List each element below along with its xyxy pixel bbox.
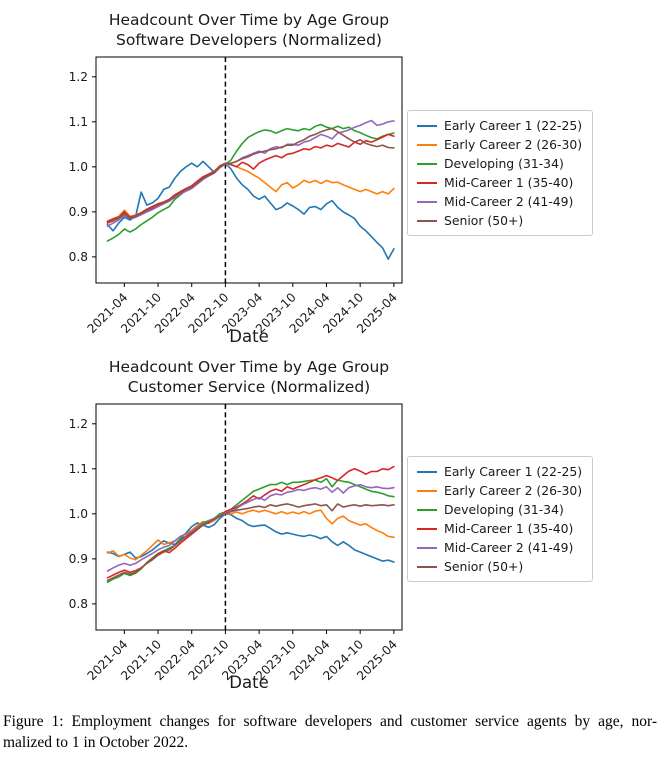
y-tick-label: 0.9 — [69, 205, 88, 219]
y-tick-label: 1.1 — [69, 462, 88, 476]
y-tick-label: 1.2 — [69, 70, 88, 84]
series-line-early-career-1-22-25 — [106, 160, 395, 260]
series-line-early-career-2-26-30 — [106, 509, 395, 561]
series-line-early-career-1-22-25 — [106, 513, 395, 563]
x-axis-label: Date — [229, 327, 269, 346]
title-line-1: Headcount Over Time by Age Group — [108, 11, 390, 29]
y-tick-label: 1.0 — [69, 507, 88, 521]
plot-border — [95, 403, 403, 631]
legend-label: Mid-Career 1 (35-40) — [444, 521, 574, 536]
legend-label: Senior (50+) — [444, 559, 524, 574]
legend-line-swatch-icon — [417, 219, 437, 222]
legend-item: Developing (31-34) — [417, 154, 582, 173]
title-line-2: Customer Service (Normalized) — [127, 378, 371, 396]
legend-label: Early Career 2 (26-30) — [444, 483, 583, 498]
legend-label: Senior (50+) — [444, 213, 524, 228]
series-line-senior-50 — [106, 127, 395, 224]
legend-item: Early Career 2 (26-30) — [417, 135, 582, 154]
legend-customer-service: Early Career 1 (22-25) Early Career 2 (26… — [407, 456, 594, 582]
legend-label: Early Career 2 (26-30) — [444, 137, 583, 152]
legend-item: Mid-Career 2 (41-49) — [417, 192, 582, 211]
legend-line-swatch-icon — [417, 162, 437, 165]
legend-line-swatch-icon — [417, 546, 437, 549]
legend-item: Senior (50+) — [417, 557, 582, 576]
y-tick-label: 1.2 — [69, 417, 88, 431]
legend-line-swatch-icon — [417, 508, 437, 511]
series-line-mid-career-2-41-49 — [106, 119, 395, 228]
plot-border — [95, 56, 403, 284]
legend-label: Mid-Career 2 (41-49) — [444, 540, 574, 555]
chart-title-software-developers: Headcount Over Time by Age Group Softwar… — [96, 10, 402, 50]
legend-label: Mid-Career 1 (35-40) — [444, 175, 574, 190]
figure-caption: Figure 1: Employment changes for softwar… — [3, 711, 657, 753]
y-tick-label: 0.9 — [69, 552, 88, 566]
chart-customer-service: 0.80.91.01.11.22021-042021-102022-042022… — [69, 403, 403, 683]
y-tick-label: 1.0 — [69, 160, 88, 174]
legend-item: Mid-Career 1 (35-40) — [417, 173, 582, 192]
legend-item: Developing (31-34) — [417, 500, 582, 519]
caption-line-2: malized to 1 in October 2022. — [3, 734, 189, 751]
y-tick-label: 0.8 — [69, 250, 88, 264]
legend-item: Mid-Career 2 (41-49) — [417, 538, 582, 557]
series-line-developing-31-34 — [106, 477, 395, 584]
series-line-senior-50 — [106, 503, 395, 582]
legend-label: Mid-Career 2 (41-49) — [444, 194, 574, 209]
y-tick-label: 0.8 — [69, 597, 88, 611]
legend-line-swatch-icon — [417, 470, 437, 473]
legend-label: Developing (31-34) — [444, 156, 564, 171]
series-line-mid-career-1-35-40 — [106, 133, 395, 223]
legend-line-swatch-icon — [417, 143, 437, 146]
legend-line-swatch-icon — [417, 200, 437, 203]
legend-item: Mid-Career 1 (35-40) — [417, 519, 582, 538]
x-axis-label: Date — [229, 673, 269, 692]
legend-item: Early Career 1 (22-25) — [417, 462, 582, 481]
legend-line-swatch-icon — [417, 565, 437, 568]
chart-title-customer-service: Headcount Over Time by Age Group Custome… — [96, 357, 402, 397]
legend-line-swatch-icon — [417, 527, 437, 530]
legend-line-swatch-icon — [417, 181, 437, 184]
legend-label: Early Career 1 (22-25) — [444, 464, 583, 479]
title-line-2: Software Developers (Normalized) — [116, 31, 382, 49]
series-line-developing-31-34 — [106, 123, 395, 242]
legend-item: Senior (50+) — [417, 211, 582, 230]
legend-label: Developing (31-34) — [444, 502, 564, 517]
legend-item: Early Career 1 (22-25) — [417, 116, 582, 135]
caption-line-1: Figure 1: Employment changes for softwar… — [3, 713, 657, 730]
legend-software-developers: Early Career 1 (22-25) Early Career 2 (26… — [407, 110, 594, 236]
legend-label: Early Career 1 (22-25) — [444, 118, 583, 133]
series-line-mid-career-2-41-49 — [106, 483, 395, 572]
chart-software-developers: 0.80.91.01.11.22021-042021-102022-042022… — [69, 56, 403, 336]
legend-item: Early Career 2 (26-30) — [417, 481, 582, 500]
legend-line-swatch-icon — [417, 124, 437, 127]
y-tick-label: 1.1 — [69, 115, 88, 129]
legend-line-swatch-icon — [417, 489, 437, 492]
title-line-1: Headcount Over Time by Age Group — [108, 358, 390, 376]
